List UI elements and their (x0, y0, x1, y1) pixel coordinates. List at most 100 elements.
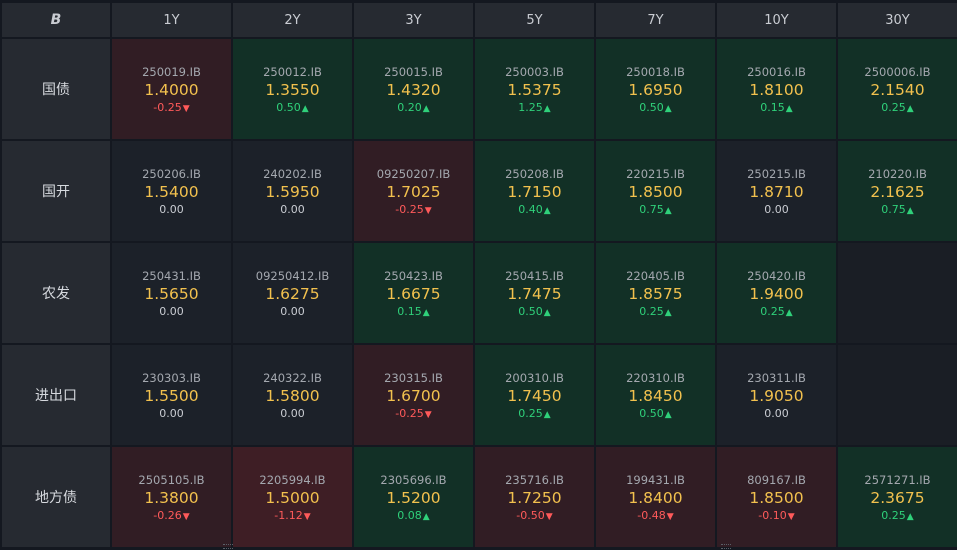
bond-quote-cell[interactable]: 2571271.IB 2.3675 0.25▲ (838, 447, 957, 547)
bond-quote-cell[interactable]: 250019.IB 1.4000 -0.25▼ (112, 39, 231, 139)
bond-quote-cell[interactable]: 210220.IB 2.1625 0.75▲ (838, 141, 957, 241)
bond-quote-cell[interactable]: 250012.IB 1.3550 0.50▲ (233, 39, 352, 139)
arrow-up-icon: ▲ (544, 308, 551, 318)
bond-quote-cell[interactable]: 2305696.IB 1.5200 0.08▲ (354, 447, 473, 547)
resize-handle[interactable] (223, 544, 233, 549)
change-value: 0.00 (764, 407, 789, 420)
bond-quote-cell[interactable]: 250431.IB 1.5650 0.00 (112, 243, 231, 343)
arrow-down-icon: ▼ (304, 512, 311, 522)
bond-quote-cell[interactable]: 200310.IB 1.7450 0.25▲ (475, 345, 594, 445)
bond-quote-cell[interactable]: 250208.IB 1.7150 0.40▲ (475, 141, 594, 241)
bond-quote-cell[interactable]: 220310.IB 1.8450 0.50▲ (596, 345, 715, 445)
change-text: 0.50 (276, 101, 301, 114)
yield-value: 1.7150 (507, 183, 561, 201)
yield-value: 1.5500 (144, 387, 198, 405)
change-value: 0.00 (159, 407, 184, 420)
bond-quote-cell[interactable]: 250003.IB 1.5375 1.25▲ (475, 39, 594, 139)
bond-quote-cell[interactable]: 09250207.IB 1.7025 -0.25▼ (354, 141, 473, 241)
bond-code: 250420.IB (747, 269, 806, 283)
bond-quote-cell[interactable]: 230315.IB 1.6700 -0.25▼ (354, 345, 473, 445)
bond-quote-cell[interactable]: 250415.IB 1.7475 0.50▲ (475, 243, 594, 343)
change-value: 0.00 (764, 203, 789, 216)
change-text: 0.25 (881, 101, 906, 114)
bond-quote-cell[interactable]: 220405.IB 1.8575 0.25▲ (596, 243, 715, 343)
change-text: 0.00 (280, 203, 305, 216)
tenor-header[interactable]: 10Y (717, 3, 836, 37)
yield-value: 1.8400 (628, 489, 682, 507)
bond-quote-cell[interactable]: 240322.IB 1.5800 0.00 (233, 345, 352, 445)
change-text: 0.00 (159, 305, 184, 318)
yield-value: 1.5950 (265, 183, 319, 201)
bond-quote-cell[interactable]: 250420.IB 1.9400 0.25▲ (717, 243, 836, 343)
yield-value: 1.8500 (628, 183, 682, 201)
bond-quote-cell[interactable]: 199431.IB 1.8400 -0.48▼ (596, 447, 715, 547)
yield-value: 1.6700 (386, 387, 440, 405)
bond-quote-cell[interactable]: 809167.IB 1.8500 -0.10▼ (717, 447, 836, 547)
change-text: 0.25 (881, 509, 906, 522)
tenor-header[interactable]: 30Y (838, 3, 957, 37)
change-text: 0.15 (760, 101, 785, 114)
empty-cell (838, 243, 957, 343)
arrow-up-icon: ▲ (786, 308, 793, 318)
yield-value: 1.9050 (749, 387, 803, 405)
change-text: 0.50 (639, 407, 664, 420)
empty-cell (838, 345, 957, 445)
change-value: 0.75▲ (881, 203, 913, 216)
change-text: 0.08 (397, 509, 422, 522)
change-value: 0.50▲ (276, 101, 308, 114)
arrow-up-icon: ▲ (786, 104, 793, 114)
bond-code: 250003.IB (505, 65, 564, 79)
bond-quote-cell[interactable]: 240202.IB 1.5950 0.00 (233, 141, 352, 241)
bond-quote-cell[interactable]: 230311.IB 1.9050 0.00 (717, 345, 836, 445)
tenor-header[interactable]: 5Y (475, 3, 594, 37)
change-text: 0.25 (760, 305, 785, 318)
arrow-down-icon: ▼ (183, 104, 190, 114)
bond-quote-cell[interactable]: 250016.IB 1.8100 0.15▲ (717, 39, 836, 139)
bond-quote-cell[interactable]: 230303.IB 1.5500 0.00 (112, 345, 231, 445)
yield-value: 1.7475 (507, 285, 561, 303)
change-text: 0.50 (639, 101, 664, 114)
bond-code: 235716.IB (505, 473, 564, 487)
bond-quote-cell[interactable]: 250015.IB 1.4320 0.20▲ (354, 39, 473, 139)
bond-code: 09250207.IB (377, 167, 450, 181)
bond-code: 250015.IB (384, 65, 443, 79)
arrow-up-icon: ▲ (423, 308, 430, 318)
yield-value: 1.5375 (507, 81, 561, 99)
bond-code: 220215.IB (626, 167, 685, 181)
yield-value: 1.5200 (386, 489, 440, 507)
arrow-up-icon: ▲ (665, 206, 672, 216)
arrow-down-icon: ▼ (667, 512, 674, 522)
bond-quote-cell[interactable]: 235716.IB 1.7250 -0.50▼ (475, 447, 594, 547)
change-text: 0.00 (159, 407, 184, 420)
tenor-header[interactable]: 2Y (233, 3, 352, 37)
change-text: -0.26 (153, 509, 181, 522)
bond-quote-cell[interactable]: 2500006.IB 2.1540 0.25▲ (838, 39, 957, 139)
bond-code: 250415.IB (505, 269, 564, 283)
bond-code: 199431.IB (626, 473, 685, 487)
change-value: -0.25▼ (153, 101, 189, 114)
bond-quote-cell[interactable]: 2505105.IB 1.3800 -0.26▼ (112, 447, 231, 547)
bond-quote-cell[interactable]: 250018.IB 1.6950 0.50▲ (596, 39, 715, 139)
bond-quote-cell[interactable]: 09250412.IB 1.6275 0.00 (233, 243, 352, 343)
change-text: -1.12 (274, 509, 302, 522)
tenor-header[interactable]: 3Y (354, 3, 473, 37)
yield-value: 1.8450 (628, 387, 682, 405)
bond-quote-cell[interactable]: 250423.IB 1.6675 0.15▲ (354, 243, 473, 343)
bond-quote-cell[interactable]: 250215.IB 1.8710 0.00 (717, 141, 836, 241)
tenor-header[interactable]: 1Y (112, 3, 231, 37)
tenor-header[interactable]: 7Y (596, 3, 715, 37)
arrow-up-icon: ▲ (907, 206, 914, 216)
change-text: 0.15 (397, 305, 422, 318)
yield-value: 1.8100 (749, 81, 803, 99)
change-value: 0.40▲ (518, 203, 550, 216)
bond-code: 220310.IB (626, 371, 685, 385)
resize-handle[interactable] (721, 544, 731, 549)
brand-logo-icon: B (51, 12, 62, 28)
bond-quote-cell[interactable]: 2205994.IB 1.5000 -1.12▼ (233, 447, 352, 547)
change-value: -0.25▼ (395, 407, 431, 420)
change-value: -0.26▼ (153, 509, 189, 522)
arrow-up-icon: ▲ (907, 512, 914, 522)
bond-quote-cell[interactable]: 250206.IB 1.5400 0.00 (112, 141, 231, 241)
bond-quote-cell[interactable]: 220215.IB 1.8500 0.75▲ (596, 141, 715, 241)
